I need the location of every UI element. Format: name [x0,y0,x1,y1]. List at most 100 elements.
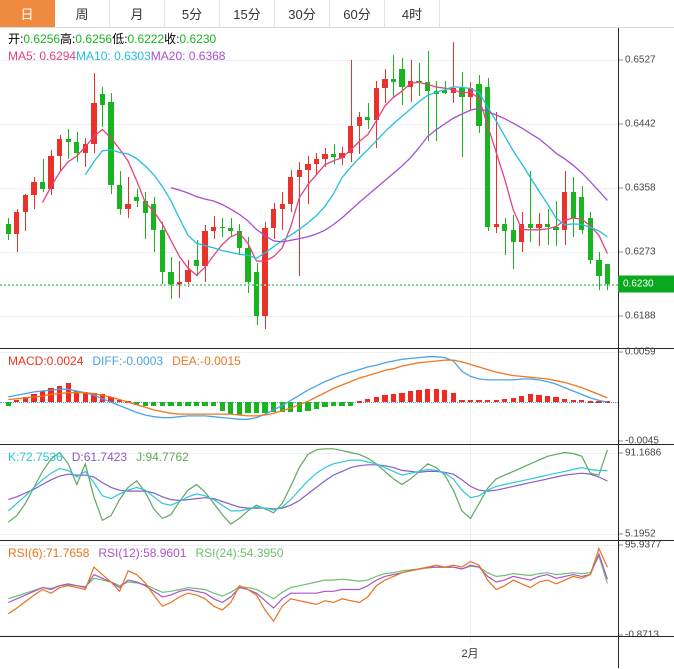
candle-wick [316,152,318,175]
macd-histogram-bar [407,391,414,403]
macd-histogram-bar [236,402,243,415]
kdj-axis-label: 5.1952 [625,528,656,540]
rsi6-line [7,546,608,623]
candle-body [484,86,491,227]
macd-histogram-bar [193,402,200,406]
macd-histogram-bar [510,397,516,403]
ma20-line [170,107,608,243]
macd-histogram-bar [202,402,208,406]
tabbar-filler [440,0,674,27]
candle-body [270,208,277,229]
candle-body [219,226,225,229]
candle-wick [436,80,438,141]
price-axis-tick [619,187,623,189]
price-ma-overlay [41,81,608,277]
tab-3[interactable]: 5分 [165,0,220,27]
candle-body [236,231,243,248]
macd-histogram-bar [596,401,602,403]
macd-histogram-bar [425,389,431,403]
ohlc-value: 0.6256 [75,32,113,46]
tab-5[interactable]: 30分 [275,0,330,27]
candle-wick [453,41,455,104]
macd-histogram-bar [5,402,11,406]
candle-wick [25,193,27,232]
macd-histogram-bar [168,402,174,407]
macd-histogram-bar [348,402,354,406]
candle-wick [145,192,147,239]
candle-body [288,177,294,205]
ma-item: MA10: 0.6303 [76,49,151,63]
rsi-lines-overlay [7,546,608,623]
vertical-gridline [470,349,471,444]
candle-body [544,223,551,227]
macd-histogram-bar [433,389,439,403]
macd-histogram-bar [313,402,320,409]
macd-histogram-bar [527,394,534,403]
candle-wick [419,62,421,96]
candle-wick [196,240,198,277]
ohlc-label: 低: [112,32,128,46]
candle-body [313,159,320,164]
rsi-axis-tick [619,634,623,636]
candle-body [82,143,88,153]
candle-wick [42,159,44,193]
kdj-plot[interactable] [0,445,618,540]
candle-body [245,247,251,283]
price-axis: 0.6527 0.6442 0.6358 0.6273 0.6188 0.6230 [618,28,674,348]
macd-histogram-bar [467,400,474,403]
rsi-plot[interactable] [0,541,618,636]
time-axis-tick [470,637,471,643]
price-axis-tick [619,59,623,61]
candle-body [348,125,354,153]
candle-body [74,142,80,153]
macd-histogram-bar [536,395,542,403]
ohlc-value: 0.6222 [127,32,165,46]
ma5-line [41,81,608,277]
gridline [0,60,618,62]
candle-wick [333,143,335,164]
price-legend: 开:0.6256高:0.6256低:0.6222收:0.6230 MA5: 0.… [8,31,225,65]
time-axis: 2月 [0,636,674,668]
price-axis-label: 0.6442 [625,118,656,130]
kdj-d-line [8,464,608,510]
macd-histogram-bar [116,399,123,403]
tab-6[interactable]: 60分 [330,0,385,27]
macd-histogram-bar [185,402,191,406]
candle-body [322,154,328,159]
macd-histogram-bar [330,402,337,407]
tab-1[interactable]: 周 [55,0,110,27]
ohlc-row: 开:0.6256高:0.6256低:0.6222收:0.6230 [8,31,225,48]
tab-2[interactable]: 月 [110,0,165,27]
vertical-gridline [470,541,471,636]
kdj-axis: 91.1686 5.1952 [618,445,674,540]
macd-histogram-bar [134,402,140,405]
macd-panel: MACD:0.0024 DIFF:-0.0003 DEA:-0.0015 0.005… [0,346,674,446]
tab-4[interactable]: 15分 [220,0,275,27]
candle-body [134,196,140,202]
price-plot[interactable] [0,28,618,348]
tab-7[interactable]: 4时 [385,0,440,27]
macd-histogram-bar [365,398,371,403]
candle-body [476,83,482,126]
last-price-badge: 0.6230 [618,275,674,293]
timeframe-tabbar: 日周月 5分 15分 30分 60分 4时 [0,0,674,28]
macd-histogram-bar [373,397,379,403]
macd-histogram-bar [22,397,29,403]
macd-histogram-bar [296,402,302,412]
ohlc-label: 开: [8,32,24,46]
kdj-lines-overlay [7,448,608,525]
gridline [0,635,618,636]
macd-histogram-bar [493,399,499,403]
rsi-axis-tick [619,544,623,546]
tab-active-0[interactable]: 日 [0,0,55,27]
candle-body [382,79,388,89]
price-axis-tick [619,251,623,253]
ma-item: MA5: 0.6294 [8,49,77,63]
macd-histogram-bar [48,388,54,403]
candle-body [296,169,302,178]
macd-histogram-bar [390,393,397,403]
candle-body [339,152,345,158]
macd-plot[interactable] [0,349,618,444]
macd-histogram-bar [288,402,294,413]
macd-dea-line [8,359,608,417]
